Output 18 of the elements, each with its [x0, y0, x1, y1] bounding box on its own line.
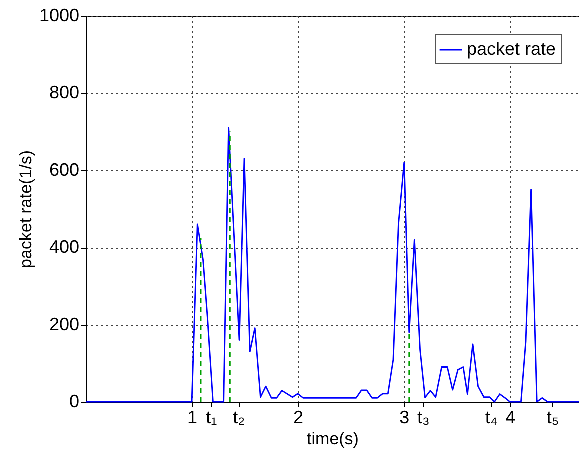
x-axis-title: time(s) — [307, 430, 359, 448]
x-tick-label: 2 — [294, 408, 304, 428]
y-tick-label: 200 — [49, 314, 80, 334]
y-tick-label: 600 — [49, 160, 80, 180]
legend-label: packet rate — [467, 39, 556, 59]
x-tick-label: 3 — [400, 408, 410, 428]
x-tick-label: t₄ — [485, 408, 498, 428]
y-axis-title: packet rate(1/s) — [16, 150, 36, 269]
x-tick-label: 1 — [188, 408, 198, 428]
y-tick-label: 1000 — [39, 6, 80, 26]
x-tick-label: t₅ — [546, 408, 560, 428]
y-tick-label: 800 — [49, 82, 80, 103]
y-tick-label: 400 — [49, 237, 80, 258]
x-tick-label: 4 — [506, 408, 516, 428]
x-tick-label: t₂ — [233, 408, 246, 428]
y-tick-label: 0 — [69, 392, 80, 412]
x-tick-label: t₃ — [417, 408, 430, 428]
x-tick-label: t₁ — [206, 408, 218, 428]
